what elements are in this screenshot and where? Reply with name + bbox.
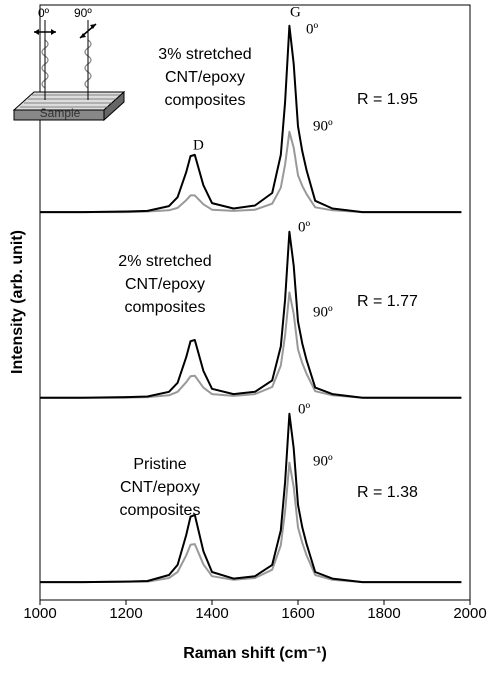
chart: 0º 90º Sample Raman shift (cm⁻¹) Intensi…	[0, 0, 492, 670]
annotation: 90º	[313, 304, 333, 320]
x-tick-label: 1800	[367, 605, 400, 622]
x-tick-label: 1200	[109, 605, 142, 622]
annotation: 0º	[298, 219, 311, 235]
annotation: D	[193, 137, 204, 153]
annotation: 0º	[298, 401, 311, 417]
panel-label: CNT/epoxy	[120, 479, 200, 496]
inset-label: 90º	[74, 6, 92, 20]
x-axis-label: Raman shift (cm⁻¹)	[183, 645, 327, 662]
panel-label: composites	[120, 502, 201, 519]
annotation: R = 1.77	[357, 293, 418, 310]
panel-label: 2% stretched	[118, 253, 211, 270]
x-tick-label: 1400	[195, 605, 228, 622]
annotation: 90º	[313, 453, 333, 469]
panel-label: Pristine	[133, 456, 186, 473]
panel-label: composites	[125, 299, 206, 316]
annotation: 0º	[306, 21, 319, 37]
spectrum-line	[40, 232, 461, 398]
panel-label: CNT/epoxy	[125, 276, 205, 293]
x-tick-label: 1000	[23, 605, 56, 622]
spectrum-line	[40, 132, 461, 212]
x-tick-label: 1600	[281, 605, 314, 622]
annotation: G	[290, 4, 301, 20]
annotation: R = 1.38	[357, 484, 418, 501]
x-tick-label: 2000	[453, 605, 486, 622]
sample-label: Sample	[40, 106, 81, 120]
panel-label: CNT/epoxy	[165, 69, 245, 86]
inset-label: 0º	[38, 6, 50, 20]
annotation: R = 1.95	[357, 91, 418, 108]
inset-diagram: 0º 90º Sample	[14, 6, 124, 120]
panel-label: composites	[165, 92, 246, 109]
annotation: 90º	[313, 118, 333, 134]
panel-label: 3% stretched	[158, 46, 251, 63]
y-axis-label: Intensity (arb. unit)	[9, 230, 26, 374]
spectrum-line	[40, 463, 461, 582]
